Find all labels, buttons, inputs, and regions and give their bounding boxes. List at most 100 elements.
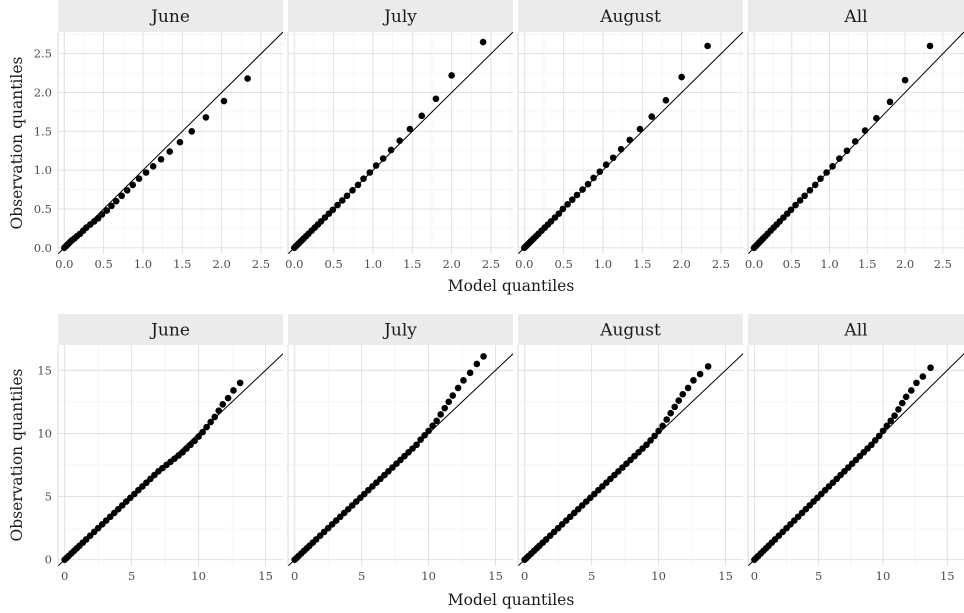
data-points: [751, 364, 934, 563]
data-point: [207, 418, 214, 426]
data-point: [387, 146, 395, 154]
data-point: [596, 168, 604, 176]
data-point: [429, 422, 436, 430]
data-points: [291, 353, 487, 563]
data-point: [636, 125, 644, 133]
data-point: [663, 416, 670, 423]
x-axis-title: Model quantiles: [448, 591, 575, 609]
data-point: [123, 187, 131, 194]
panel-1-june: June 0.0 0.5 1.0 1.5 2.0 2.5 0.0 0.5 1.0 1.5 2.0 2.5: [34, 0, 283, 271]
data-points: [60, 43, 283, 252]
panel-2-august: August 0 5 10 15: [517, 314, 743, 583]
data-point: [875, 432, 883, 440]
data-point: [861, 127, 869, 134]
data-point: [871, 437, 879, 444]
data-point: [907, 387, 915, 394]
reference-line: [748, 32, 964, 254]
panel-2-july: July 0 5 10 15: [287, 314, 513, 583]
data-point: [448, 72, 455, 79]
facet-label: June: [149, 321, 190, 341]
data-point: [129, 181, 137, 189]
x-tick-label: 5: [358, 569, 365, 583]
data-point: [343, 192, 351, 200]
x-tick-label: 1.5: [403, 257, 421, 271]
data-point: [913, 379, 920, 387]
data-point: [103, 207, 111, 214]
data-point: [166, 148, 174, 155]
data-point: [108, 202, 115, 210]
data-point: [655, 427, 662, 435]
data-point: [220, 97, 228, 105]
x-tick-label: 10: [191, 569, 206, 583]
data-point: [437, 411, 444, 418]
data-point: [441, 404, 448, 412]
data-point: [445, 398, 453, 406]
data-point: [602, 161, 610, 169]
data-point: [396, 137, 404, 144]
data-point: [466, 369, 474, 377]
data-point: [432, 95, 440, 103]
x-tick-label: 0: [291, 569, 298, 583]
data-point: [202, 114, 210, 121]
data-point: [219, 401, 227, 408]
data-point: [568, 196, 576, 203]
x-tick-label: 2.5: [252, 257, 270, 271]
y-tick-label: 15: [37, 363, 52, 377]
data-point: [559, 205, 567, 213]
data-point: [473, 360, 481, 368]
x-tick-label: 0.5: [783, 257, 801, 271]
panel-1-all: All 0.0 0.5 1.0 1.5 2.0 2.5: [745, 0, 964, 271]
data-points: [61, 379, 244, 563]
data-point: [811, 181, 819, 189]
facet-label: All: [843, 321, 867, 341]
chart-row-1: June 0.0 0.5 1.0 1.5 2.0 2.5 0.0 0.5 1.0 1.5 2.0 2.5…: [8, 0, 964, 295]
data-point: [696, 370, 704, 378]
x-tick-label: 0.0: [745, 257, 763, 271]
data-point: [142, 169, 150, 176]
data-point: [433, 417, 440, 425]
data-point: [195, 433, 202, 440]
data-point: [648, 113, 656, 120]
data-point: [886, 98, 894, 106]
data-point: [112, 197, 120, 205]
data-point: [704, 42, 711, 50]
data-point: [203, 423, 210, 431]
x-tick-label: 0.5: [554, 257, 572, 271]
data-point: [675, 397, 683, 404]
panel-1-august: August 0.0 0.5 1.0 1.5 2.0 2.5: [515, 0, 743, 271]
x-tick-label: 0.0: [285, 257, 303, 271]
x-tick-label: 5: [815, 569, 822, 583]
data-points: [290, 38, 487, 252]
x-tick-label: 15: [258, 569, 273, 583]
data-point: [425, 427, 432, 435]
data-point: [927, 364, 934, 372]
x-tick-label: 2.0: [212, 257, 230, 271]
x-tick-label: 1.0: [594, 257, 612, 271]
data-points: [750, 42, 934, 252]
x-tick-label: 1.0: [364, 257, 382, 271]
x-tick-label: 2.5: [482, 257, 500, 271]
facet-label: All: [843, 7, 867, 27]
x-tick-label: 0: [521, 569, 528, 583]
data-point: [449, 392, 457, 399]
data-point: [590, 174, 597, 182]
x-tick-label: 0.5: [324, 257, 342, 271]
data-point: [230, 387, 237, 394]
y-tick-label: 5: [45, 490, 52, 504]
data-point: [211, 413, 218, 421]
data-point: [573, 191, 581, 199]
facet-strip: [58, 314, 283, 345]
data-point: [215, 407, 223, 414]
data-point: [135, 175, 143, 183]
x-tick-label: 10: [876, 569, 891, 583]
data-point: [626, 136, 634, 144]
data-point: [555, 210, 563, 217]
facet-strip: [288, 314, 513, 345]
data-point: [836, 155, 843, 162]
data-point: [334, 201, 341, 209]
data-point: [684, 384, 692, 392]
x-tick-label: 2.5: [934, 257, 952, 271]
data-point: [460, 377, 467, 384]
x-tick-label: 1.0: [820, 257, 838, 271]
